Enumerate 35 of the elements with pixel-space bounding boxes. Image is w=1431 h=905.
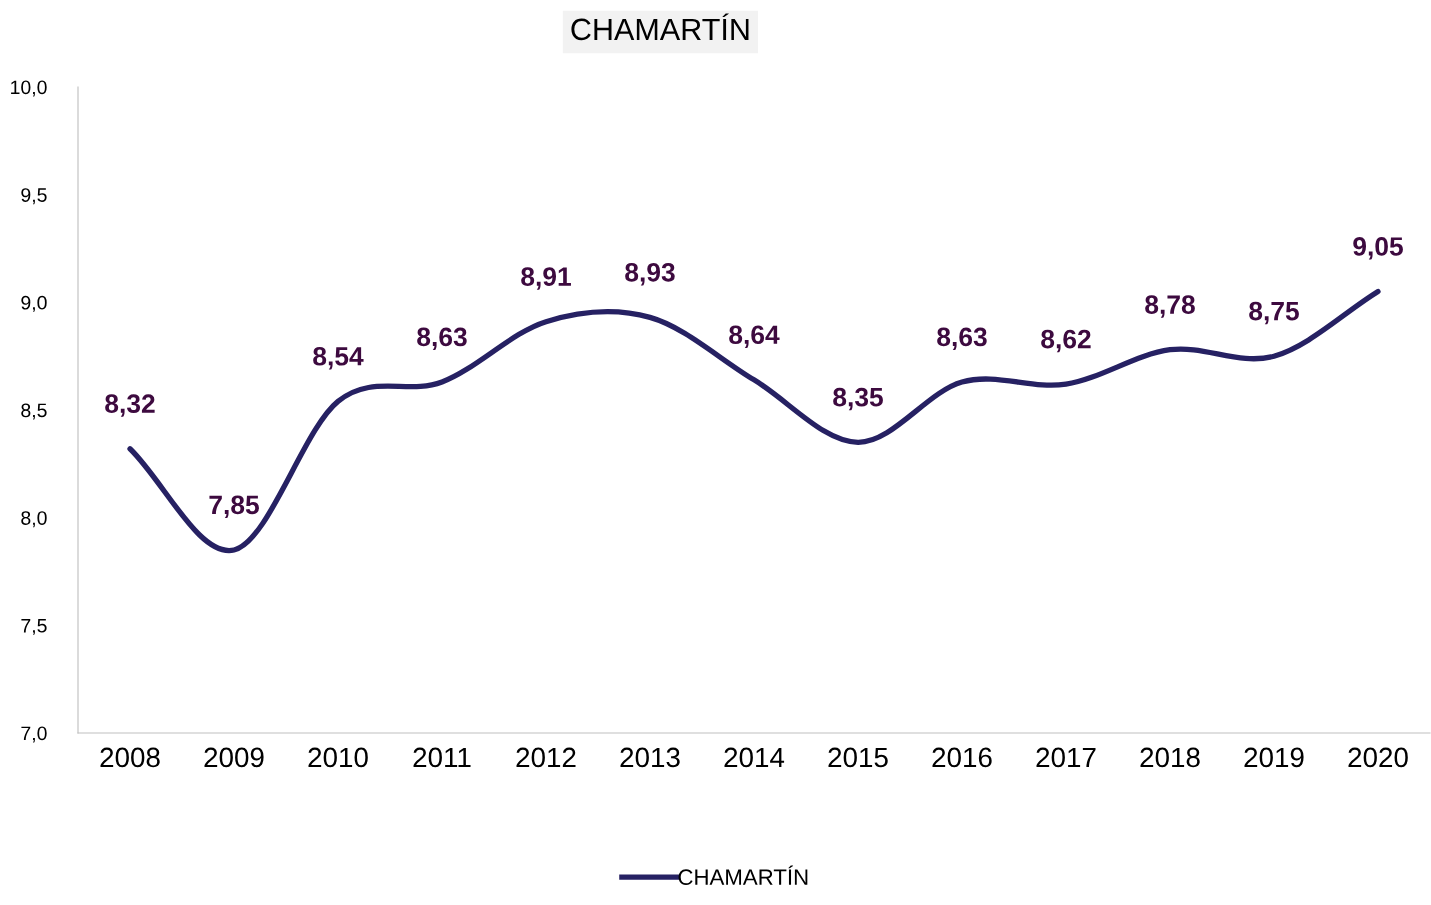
x-tick-label: 2015: [828, 747, 888, 768]
y-tick-label: 7,5: [21, 619, 47, 635]
y-tick-label: 10,0: [11, 80, 47, 97]
x-tick-label: 2020: [1348, 747, 1408, 768]
x-tick-label: 2013: [620, 747, 680, 768]
data-label: 8,64: [729, 325, 780, 348]
data-label: 7,85: [209, 495, 259, 519]
y-tick-label: 8,0: [21, 511, 47, 528]
data-label: 8,93: [625, 262, 675, 286]
x-tick-label: 2008: [100, 747, 160, 768]
y-tick-label: 9,5: [21, 188, 47, 205]
data-label: 8,35: [833, 387, 883, 411]
data-label: 8,91: [521, 267, 571, 290]
x-tick-label: 2012: [516, 747, 576, 768]
y-tick-label: 7,0: [21, 726, 47, 743]
x-tick-label: 2011: [413, 747, 471, 768]
x-tick-label: 2010: [308, 747, 368, 768]
chart-title: CHAMARTÍN: [571, 13, 749, 41]
data-label: 8,32: [105, 394, 155, 417]
x-tick-label: 2019: [1244, 747, 1304, 768]
legend-label: CHAMARTÍN: [678, 865, 808, 886]
x-tick-label: 2009: [204, 747, 264, 768]
y-tick-label: 8,5: [21, 403, 47, 420]
data-label: 8,62: [1041, 329, 1091, 353]
x-tick-label: 2018: [1140, 747, 1200, 768]
x-tick-label: 2017: [1036, 747, 1096, 768]
x-tick-label: 2014: [724, 747, 785, 768]
data-label: 8,75: [1249, 301, 1299, 325]
x-tick-label: 2016: [932, 747, 992, 768]
data-label: 9,05: [1353, 237, 1403, 260]
data-label: 8,63: [937, 327, 987, 351]
data-label: 8,54: [313, 346, 364, 370]
data-label: 8,63: [417, 327, 467, 351]
data-label: 8,78: [1145, 295, 1195, 318]
y-tick-label: 9,0: [21, 295, 47, 312]
